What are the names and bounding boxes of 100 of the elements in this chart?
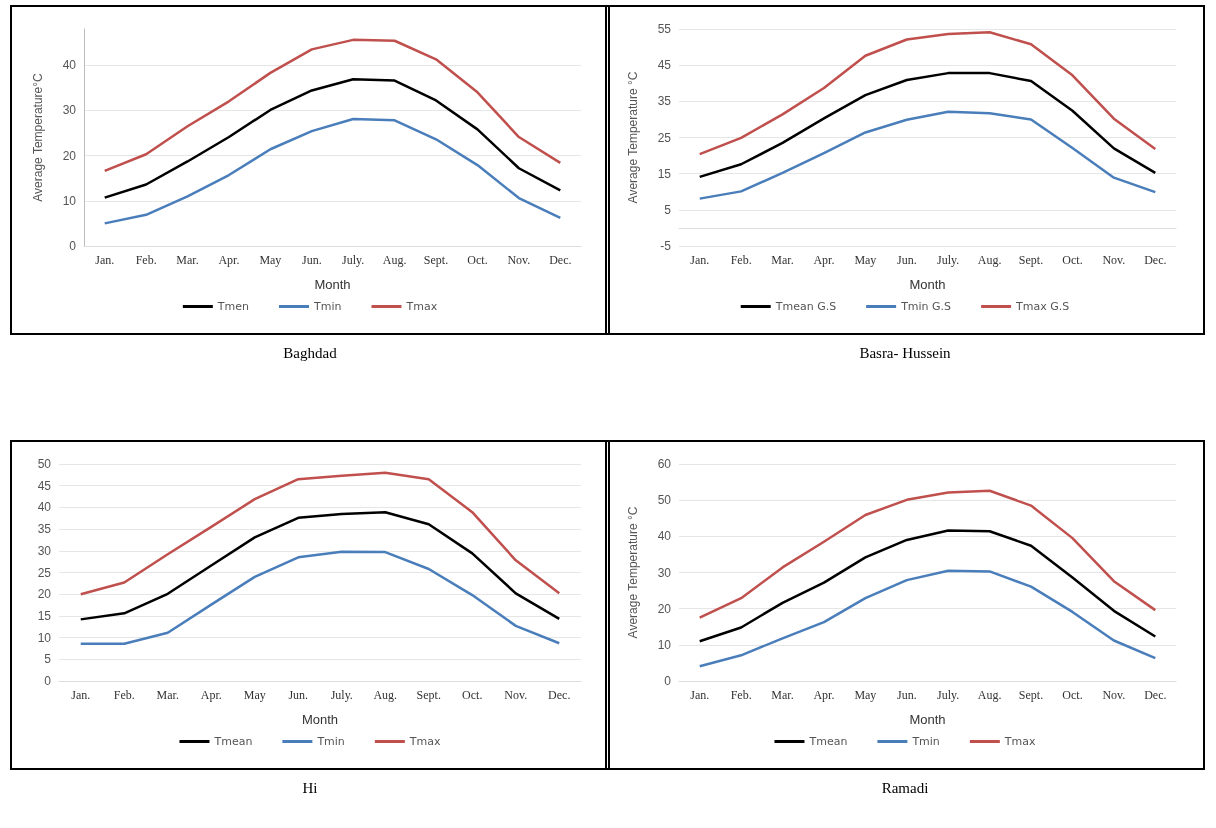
- legend-label: Tmax G.S: [1015, 300, 1070, 313]
- x-tick-label: Sept.: [416, 688, 441, 702]
- y-tick-label: 35: [657, 94, 672, 109]
- x-tick-label: Feb.: [730, 688, 752, 702]
- y-tick-label: 20: [37, 587, 52, 602]
- x-tick-label: Aug.: [382, 253, 407, 267]
- y-tick-label: 60: [657, 457, 672, 471]
- text: Ramadi: [880, 780, 930, 797]
- y-axis-title: Average Temperature°C: [31, 72, 45, 202]
- x-tick-label: Oct.: [462, 688, 483, 702]
- y-tick-label: 10: [657, 637, 672, 652]
- x-tick-label: May: [243, 688, 266, 702]
- x-tick-label: Apr.: [813, 688, 835, 702]
- x-axis-title: Month: [909, 712, 946, 727]
- y-tick-label: 0: [664, 674, 672, 688]
- x-tick-label: Mar.: [156, 688, 179, 702]
- text: Basra- Hussein: [858, 345, 952, 362]
- y-tick-label: 55: [657, 22, 672, 36]
- y-tick-label: 15: [37, 608, 52, 623]
- legend-label: Tmean: [213, 735, 253, 748]
- y-tick-label: 30: [62, 103, 77, 118]
- line-series: [698, 569, 1157, 668]
- y-tick-label: 20: [657, 601, 672, 616]
- x-tick-label: July.: [937, 688, 960, 702]
- x-tick-label: Nov.: [1102, 688, 1126, 702]
- x-tick-label: Nov.: [1102, 253, 1126, 267]
- y-tick-label: 20: [62, 148, 77, 163]
- y-tick-label: 45: [37, 478, 52, 493]
- line-series: [79, 471, 561, 596]
- y-axis-title: Average Temperature °C: [626, 506, 640, 639]
- y-tick-label: 15: [657, 166, 672, 181]
- y-tick-label: 40: [62, 58, 77, 73]
- x-tick-label: Jun.: [288, 688, 309, 702]
- x-tick-label: Aug.: [977, 688, 1002, 702]
- line-series: [698, 529, 1157, 643]
- y-tick-label: -5: [660, 239, 672, 253]
- x-tick-label: Dec.: [548, 688, 571, 702]
- legend-label: Tmax: [405, 300, 438, 313]
- y-tick-label: 50: [657, 493, 672, 508]
- line-series: [103, 77, 562, 199]
- legend-label: Tmen: [216, 300, 250, 313]
- y-tick-label: 0: [44, 674, 52, 688]
- line-series: [103, 117, 562, 225]
- y-tick-label: 0: [69, 239, 77, 253]
- x-tick-label: Oct.: [1062, 688, 1083, 702]
- x-tick-label: Jan.: [690, 688, 710, 702]
- legend-label: Tmin G.S: [900, 300, 952, 313]
- text: Baghdad: [282, 345, 338, 362]
- x-tick-label: Sept.: [423, 253, 449, 267]
- line-series: [698, 71, 1157, 179]
- y-tick-label: 25: [37, 565, 52, 580]
- y-tick-label: 35: [37, 522, 52, 537]
- legend-label: Tmean G.S: [774, 300, 837, 313]
- y-tick-label: 30: [37, 543, 52, 558]
- x-tick-label: May: [854, 688, 877, 702]
- y-tick-label: 30: [657, 565, 672, 580]
- x-tick-label: Apr.: [218, 253, 240, 267]
- x-tick-label: Mar.: [176, 253, 199, 267]
- legend-label: Tmin: [911, 735, 940, 748]
- x-tick-label: Oct.: [467, 253, 488, 267]
- x-tick-label: July.: [937, 253, 960, 267]
- x-axis-title: Month: [301, 712, 339, 727]
- y-axis-title: Average Temperature °C: [626, 71, 640, 204]
- legend-label: Tmin: [316, 735, 345, 748]
- legend-label: Tmin: [313, 300, 342, 313]
- x-tick-label: Nov.: [507, 253, 531, 267]
- x-tick-label: Dec.: [1144, 688, 1167, 702]
- line-series: [698, 31, 1157, 156]
- x-tick-label: Mar.: [771, 688, 794, 702]
- x-tick-label: Mar.: [771, 253, 794, 267]
- y-tick-label: 5: [664, 202, 672, 217]
- x-tick-label: May: [854, 253, 877, 267]
- x-tick-label: Aug.: [373, 688, 398, 702]
- x-tick-label: July.: [342, 253, 365, 267]
- line-series: [103, 38, 562, 173]
- x-tick-label: Sept.: [1018, 688, 1044, 702]
- legend-label: Tmax: [408, 735, 442, 748]
- x-tick-label: Nov.: [504, 688, 528, 702]
- line-series: [79, 510, 561, 621]
- y-tick-label: 5: [44, 652, 52, 667]
- y-tick-label: 45: [657, 58, 672, 73]
- x-tick-label: Jun.: [896, 688, 917, 702]
- x-tick-label: Apr.: [813, 253, 835, 267]
- x-tick-label: Jan.: [95, 253, 115, 267]
- x-tick-label: Jan.: [690, 253, 710, 267]
- x-tick-label: Jun.: [896, 253, 917, 267]
- x-tick-label: Apr.: [200, 688, 222, 702]
- x-tick-label: July.: [330, 688, 353, 702]
- text: Hi: [301, 780, 319, 797]
- legend-label: Tmean: [808, 735, 848, 748]
- x-tick-label: Dec.: [1144, 253, 1167, 267]
- line-series: [698, 489, 1157, 619]
- y-tick-label: 40: [657, 529, 672, 544]
- x-axis-title: Month: [909, 277, 946, 292]
- x-tick-label: Dec.: [549, 253, 572, 267]
- line-series: [698, 110, 1157, 200]
- legend-label: Tmax: [1003, 735, 1037, 748]
- x-tick-label: May: [259, 253, 282, 267]
- x-tick-label: Jan.: [71, 688, 91, 702]
- y-tick-label: 10: [37, 630, 52, 645]
